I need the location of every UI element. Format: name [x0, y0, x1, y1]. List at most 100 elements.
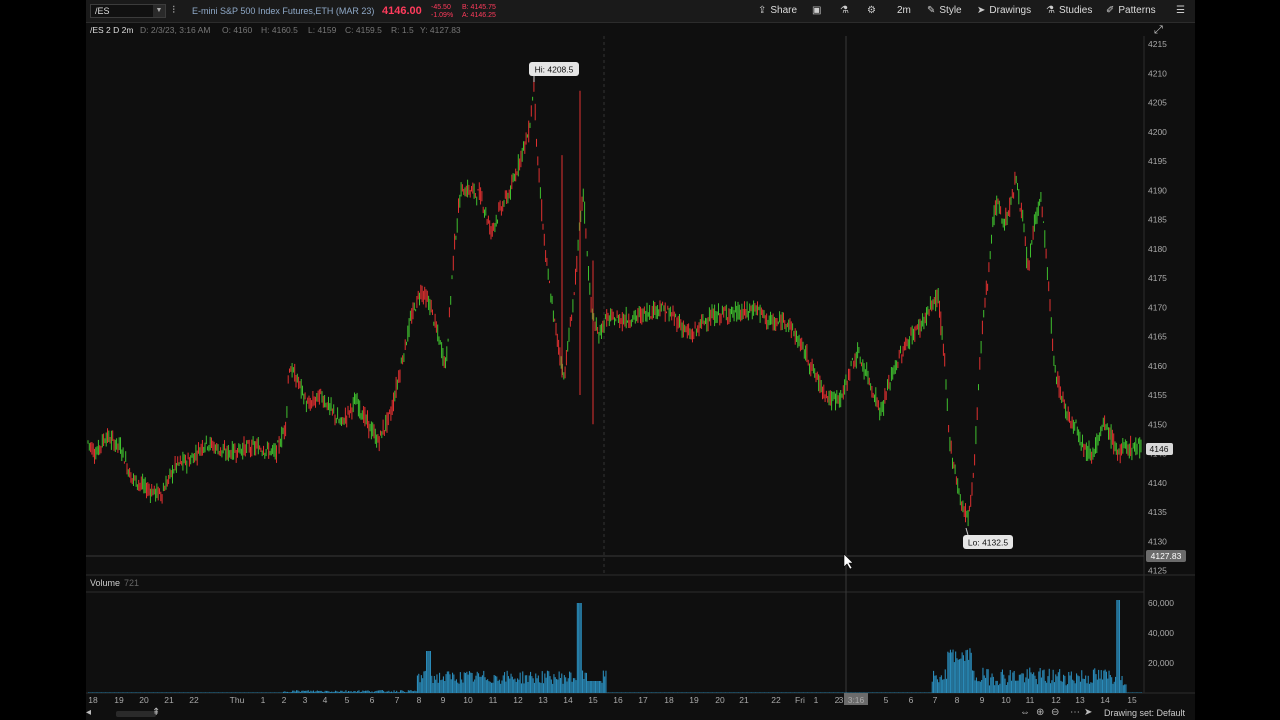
- volume-bar: [827, 692, 829, 693]
- volume-bar: [894, 692, 896, 693]
- volume-bar: [1087, 675, 1089, 693]
- volume-bar: [414, 690, 416, 693]
- zoom-icon[interactable]: ⊖: [1051, 707, 1060, 718]
- volume-bar: [533, 682, 535, 693]
- flask-button[interactable]: ⚗: [840, 4, 853, 18]
- snapshot-button[interactable]: ▣: [812, 4, 825, 18]
- pointer-icon[interactable]: ➤: [1084, 707, 1093, 718]
- pan-icon[interactable]: ⇔: [1020, 707, 1030, 718]
- volume-bar: [747, 692, 749, 693]
- volume-bar: [526, 675, 528, 693]
- chart-canvas[interactable]: ⤢ 42154210420542004195419041854180417541…: [86, 0, 1195, 720]
- volume-bar: [1079, 681, 1081, 693]
- volume-bar: [544, 673, 546, 693]
- volume-bar: [270, 692, 272, 693]
- horizontal-scrollbar[interactable]: [116, 711, 156, 717]
- volume-bar: [780, 692, 782, 693]
- volume-bar: [671, 692, 673, 693]
- studies-button[interactable]: ⚗ Studies: [1046, 5, 1093, 16]
- volume-bar: [127, 692, 129, 693]
- volume-bar: [913, 692, 915, 693]
- x-tick-label: Thu: [230, 695, 245, 705]
- volume-bar: [866, 692, 868, 693]
- volume-bar: [310, 690, 312, 693]
- volume-bar: [823, 692, 825, 693]
- volume-bar: [372, 692, 374, 693]
- symbol-input[interactable]: /ES: [95, 6, 110, 16]
- volume-bar: [175, 692, 177, 693]
- volume-bar: [319, 690, 321, 693]
- volume-bar: [1081, 670, 1083, 693]
- volume-bar: [1055, 674, 1057, 693]
- volume-bar: [99, 692, 101, 693]
- settings-button[interactable]: ⚙: [867, 4, 880, 18]
- y-tick-label: 4210: [1148, 68, 1167, 78]
- volume-bar: [792, 692, 794, 693]
- volume-bar: [608, 692, 610, 693]
- volume-bar: [314, 691, 316, 693]
- volume-bar: [881, 692, 883, 693]
- volume-bar: [1003, 674, 1005, 693]
- volume-bar: [93, 692, 95, 693]
- volume-bar: [273, 692, 275, 693]
- volume-bar: [1061, 681, 1063, 693]
- volume-bar: [816, 692, 818, 693]
- volume-bar: [371, 691, 373, 693]
- drag-icon[interactable]: ⋯: [1070, 707, 1080, 718]
- volume-bar: [1104, 669, 1106, 693]
- volume-bar: [323, 691, 325, 693]
- chevron-down-icon[interactable]: ▼: [153, 5, 165, 17]
- drawings-button[interactable]: ➤ Drawings: [977, 5, 1032, 16]
- drawing-set-status[interactable]: Drawing set: Default: [1104, 708, 1186, 718]
- volume-bar: [593, 681, 595, 693]
- volume-bar: [862, 692, 864, 693]
- crosshair-icon[interactable]: ⊕: [1036, 707, 1045, 718]
- volume-bar: [123, 692, 125, 693]
- volume-bar: [419, 682, 421, 693]
- volume-bar: [782, 692, 784, 693]
- volume-bar: [420, 675, 422, 693]
- style-button[interactable]: ✎ Style: [927, 5, 962, 16]
- expand-icon[interactable]: ⤢: [1154, 23, 1163, 36]
- volume-bar: [104, 692, 106, 693]
- volume-bar: [1121, 676, 1123, 693]
- volume-bar: [647, 692, 649, 693]
- volume-bar: [1073, 680, 1075, 693]
- volume-bar: [778, 692, 780, 693]
- menu-button[interactable]: ☰: [1176, 4, 1189, 18]
- volume-bar: [324, 690, 326, 693]
- scroll-thumb-icon[interactable]: ⇞: [152, 707, 161, 718]
- volume-bar: [1141, 692, 1143, 693]
- volume-bar: [1005, 685, 1007, 693]
- volume-bar: [162, 692, 164, 693]
- share-button[interactable]: ⇪ Share: [758, 5, 798, 16]
- symbol-selector[interactable]: /ES ▼: [90, 4, 166, 18]
- current-price-tag: 4146: [1146, 443, 1173, 455]
- timeframe-button[interactable]: 2m: [897, 5, 911, 16]
- volume-bar: [907, 692, 909, 693]
- volume-bar: [491, 682, 493, 693]
- scroll-left-icon[interactable]: ◂: [86, 707, 92, 718]
- volume-bar: [791, 692, 793, 693]
- volume-bar: [578, 603, 580, 693]
- link-icon[interactable]: ⁝: [172, 4, 176, 16]
- volume-bar: [418, 673, 420, 693]
- volume-bar: [1138, 692, 1140, 693]
- volume-bar: [150, 692, 152, 693]
- cursor-price-tag: 4127.83: [1146, 550, 1186, 562]
- volume-bar: [665, 692, 667, 693]
- volume-bar: [114, 692, 116, 693]
- patterns-button[interactable]: ✐ Patterns: [1106, 5, 1156, 16]
- volume-bar: [445, 674, 447, 693]
- volume-bar: [311, 691, 313, 693]
- volume-bar: [115, 692, 117, 693]
- volume-bar: [693, 692, 695, 693]
- volume-bar: [918, 692, 920, 693]
- volume-bar: [519, 672, 521, 693]
- volume-bar: [119, 692, 121, 693]
- volume-bar: [865, 692, 867, 693]
- volume-bar: [609, 692, 611, 693]
- volume-bar: [383, 690, 385, 693]
- volume-bar: [94, 692, 96, 693]
- volume-bar: [193, 692, 195, 693]
